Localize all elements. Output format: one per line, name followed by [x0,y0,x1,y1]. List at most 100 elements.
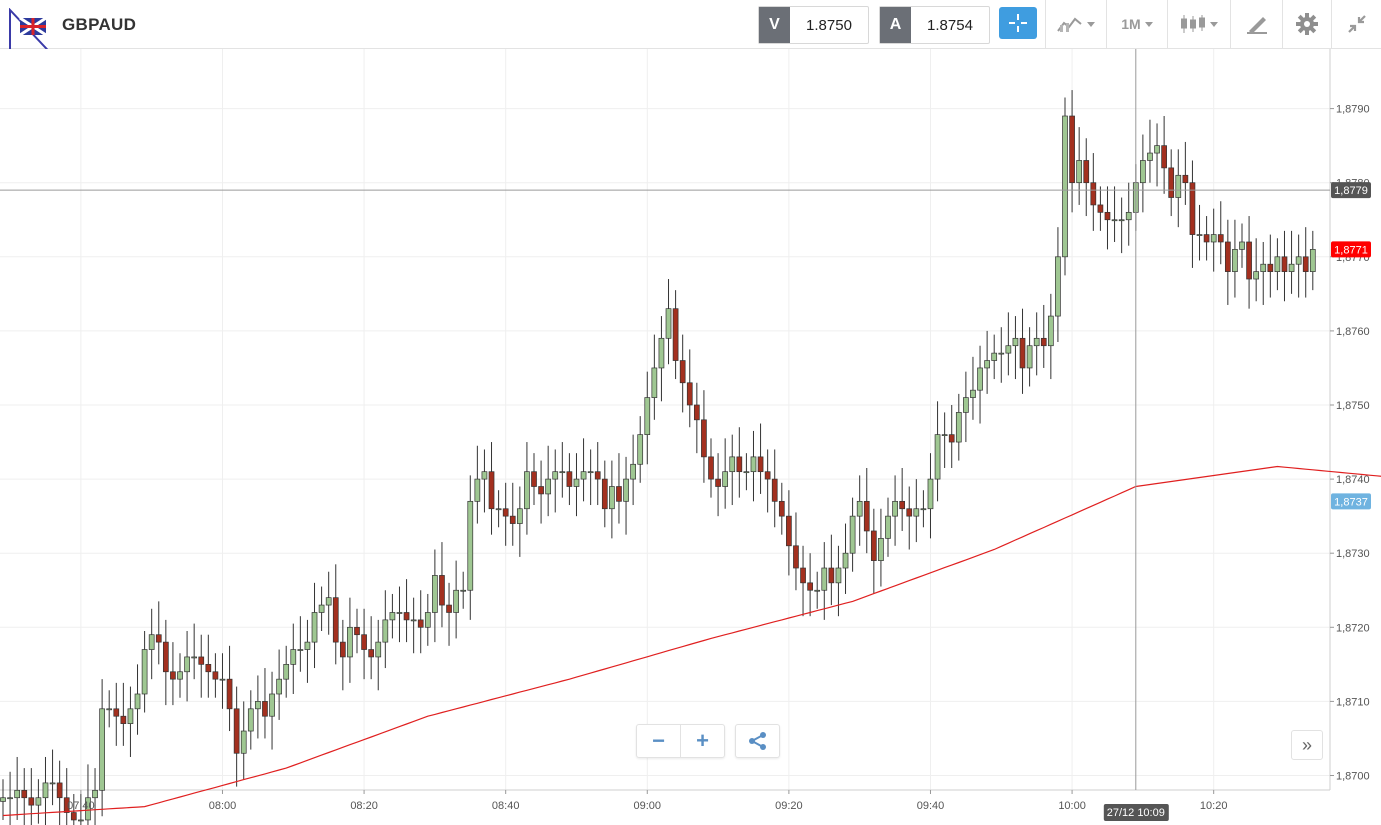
x-tick-label: 10:00 [1058,800,1086,812]
candle [382,590,389,669]
candle-body-down [233,708,240,754]
candle-body-down [70,812,77,821]
candle [113,682,120,746]
candle-body-up [637,434,644,465]
candle-body-up [396,612,403,614]
candle [488,442,495,535]
candle [148,608,155,680]
candle [722,438,729,509]
candle [170,642,176,706]
candle-body-down [212,671,219,680]
candle [78,794,84,825]
candle [1246,216,1252,309]
timeframe-selector[interactable]: 1M [1106,0,1167,48]
candle-body-up [7,797,13,800]
candle-body-down [1040,337,1047,347]
candle-body-up [410,619,417,622]
candle [573,453,580,517]
candle-body-up [587,471,594,474]
candle-body-down [1019,337,1026,369]
settings-button[interactable] [1282,0,1331,48]
drawing-tools-icon [1246,17,1267,34]
crosshair-button[interactable] [999,7,1037,39]
candle-body-up [311,612,318,643]
candle [290,623,297,694]
candle-body-up [474,478,481,502]
scroll-to-end-icon: » [1301,734,1312,755]
candle [899,467,906,531]
candle [1019,308,1026,394]
candle [28,768,35,825]
chart-type-button[interactable] [1167,0,1230,48]
candle [736,427,743,498]
candle [1203,216,1210,261]
candle-body-down [1189,182,1196,235]
candle-body-up [998,352,1005,355]
candle [580,438,587,502]
candle-body-down [679,360,686,384]
candle [665,279,672,365]
candle [318,586,325,632]
candle-body-down [601,478,608,510]
sell-price-box[interactable]: V 1.8750 [758,6,869,44]
bid-price-tag-text: 1,8737 [1334,496,1368,508]
crosshair-icon [1009,14,1027,32]
x-tick-label: 10:20 [1200,800,1228,812]
candle-body-down [1203,234,1210,243]
candle-body-up [453,589,459,613]
candle [1295,234,1302,298]
candle-body-up [1005,345,1012,354]
chart-toolbar: GBPAUD V 1.8750 A 1.8754 1M [0,0,1381,62]
scroll-to-end-button[interactable]: » [1291,730,1323,760]
candle-body-down [170,671,176,680]
candle-body-up [630,463,636,480]
candle-body-down [1090,182,1097,206]
candle-body-up [1076,160,1083,184]
candlestick-type-icon [1181,15,1205,33]
crosshair-time-tag: 27/12 10:09 [1103,804,1169,821]
candle [856,475,863,546]
share-button[interactable] [735,724,780,758]
y-tick-label: 1,8700 [1336,771,1370,783]
drawing-tools-button[interactable] [1230,0,1282,48]
indicators-button[interactable] [1045,0,1106,48]
buy-price-box[interactable]: A 1.8754 [879,6,990,44]
collapse-button[interactable] [1331,0,1381,48]
candle-body-up [1232,249,1238,272]
crosshair-time-tag-bg [1103,804,1169,821]
candle-body-up [219,678,226,681]
candle-body-up [0,797,6,802]
zoom-out-button[interactable]: − [637,725,680,757]
candle [269,671,275,750]
candle [212,653,219,698]
candle [878,508,884,587]
candle-body-up [1111,219,1118,222]
candle-body-up [842,552,849,569]
price-chart[interactable]: 1,8700 1,8710 1,8720 1,8730 1,8740 1,8750 1,87… [0,49,1381,825]
candle [162,619,169,706]
candle-body-up [1062,115,1068,258]
candle [1288,230,1295,294]
candle-body-up [644,397,651,435]
candle-body-down [828,567,835,584]
candle-body-down [531,471,537,487]
candle [708,438,714,498]
candle [1111,186,1118,242]
candle [219,653,226,709]
zoom-in-button[interactable]: + [680,725,724,757]
candle-body-up [42,782,49,799]
candle [255,675,261,739]
candle [616,453,622,524]
crosshair-price-tag-bg [1331,182,1371,199]
candle [609,460,615,539]
candle-body-down [205,663,212,673]
candle-body-up [297,649,304,651]
candle [14,756,21,820]
candle [1040,304,1047,368]
candle-body-down [509,515,516,524]
x-tick-label: 07:40 [67,800,95,812]
current-price-tag-text: 1,8771 [1334,244,1368,256]
candle-body-up [920,508,927,511]
current-price-tag: 1,8771 [1331,241,1371,258]
candle [743,453,750,491]
